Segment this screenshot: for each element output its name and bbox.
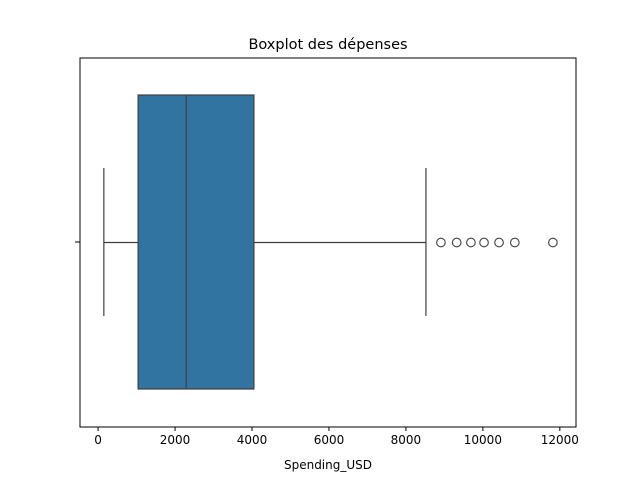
x-tick-label: 10000 xyxy=(464,433,502,447)
outlier xyxy=(548,237,558,248)
plot-frame xyxy=(79,57,577,428)
outlier xyxy=(494,237,504,248)
x-tick-label: 12000 xyxy=(541,433,579,447)
chart-title: Boxplot des dépenses xyxy=(248,37,407,53)
outlier xyxy=(479,237,489,248)
x-tick-label: 8000 xyxy=(391,433,422,447)
outlier xyxy=(436,237,446,248)
box xyxy=(137,94,255,390)
x-axis-label: Spending_USD xyxy=(284,458,372,472)
x-tick-label: 0 xyxy=(94,433,102,447)
x-tick-label: 4000 xyxy=(237,433,268,447)
x-tick-label: 6000 xyxy=(314,433,345,447)
outlier xyxy=(509,237,520,248)
x-tick-label: 2000 xyxy=(160,433,191,447)
outlier xyxy=(466,237,476,248)
outlier xyxy=(451,237,462,248)
